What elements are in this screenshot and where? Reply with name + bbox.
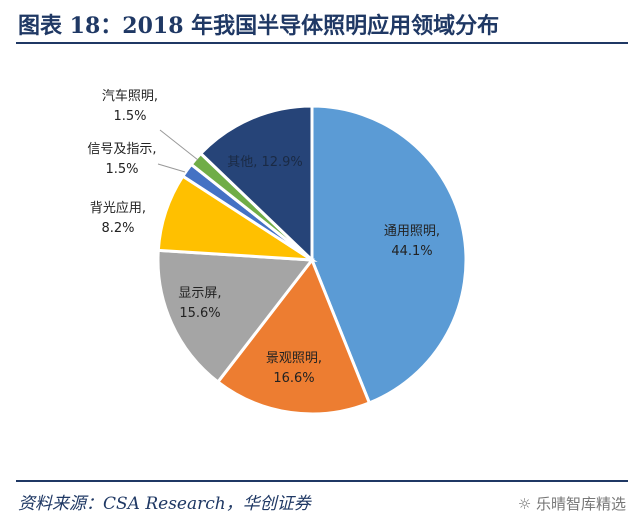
slice-category-label: 显示屏, bbox=[178, 286, 221, 301]
slice-value-label: 16.6% bbox=[273, 371, 314, 386]
pie-slice-2 bbox=[156, 248, 315, 385]
slice-value-label: 44.1% bbox=[391, 244, 432, 259]
leader-line bbox=[157, 163, 186, 173]
chart-title: 图表 18：2018 年我国半导体照明应用领域分布 bbox=[18, 13, 500, 39]
slice-category-label: 背光应用, bbox=[90, 200, 146, 216]
leader-line bbox=[159, 129, 199, 161]
slice-category-label: 景观照明, bbox=[266, 351, 322, 366]
slice-value-label: 1.5% bbox=[113, 109, 146, 124]
watermark: ☼ 乐晴智库精选 bbox=[518, 493, 626, 514]
slice-value-label: 1.5% bbox=[105, 162, 138, 177]
source-note: 资料来源：CSA Research，华创证券 bbox=[18, 494, 311, 514]
slice-value-label: 15.6% bbox=[179, 306, 220, 321]
wechat-icon: ☼ bbox=[517, 495, 536, 513]
title-divider bbox=[16, 42, 628, 44]
slice-label: 其他, 12.9% bbox=[227, 155, 303, 170]
footer-divider bbox=[16, 480, 628, 482]
slice-category-label: 信号及指示, bbox=[87, 142, 156, 157]
slice-category-label: 汽车照明, bbox=[102, 88, 158, 104]
slice-value-label: 8.2% bbox=[101, 221, 134, 236]
watermark-text: 乐晴智库精选 bbox=[535, 495, 626, 513]
pie-slice-1 bbox=[215, 257, 372, 416]
pie-slice-0 bbox=[310, 104, 468, 405]
slice-category-label: 通用照明, bbox=[384, 224, 440, 239]
pie-slice-6 bbox=[198, 104, 314, 264]
